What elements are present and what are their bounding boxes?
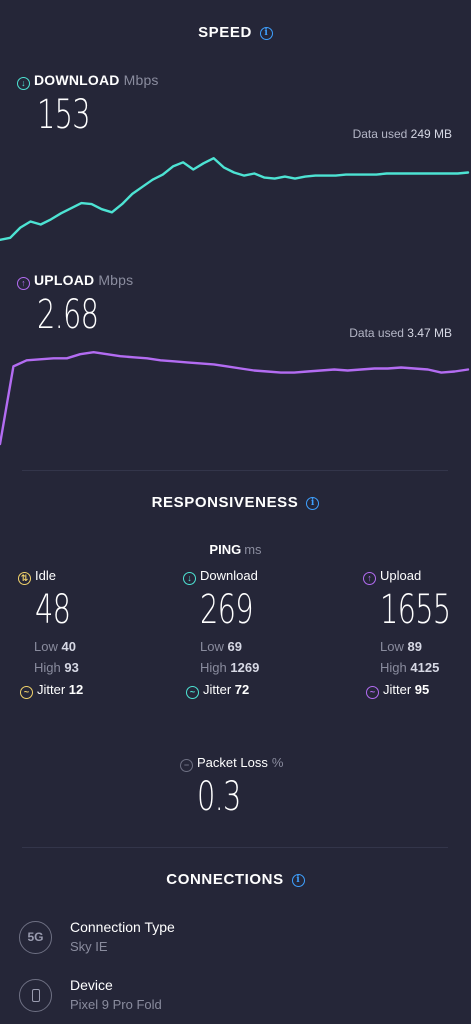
5g-icon: 5G (19, 921, 52, 954)
device-title: Device (70, 977, 113, 993)
upload-header: ↑ UPLOAD Mbps (17, 272, 133, 290)
ping-download-jitter-value: 72 (234, 682, 250, 697)
device-value: Pixel 9 Pro Fold (70, 997, 162, 1012)
phone-icon (19, 979, 52, 1012)
high-label: High (200, 660, 227, 675)
ping-header: PING ms (0, 542, 471, 557)
packet-loss-icon: − (180, 759, 193, 772)
info-icon[interactable]: i (291, 873, 305, 887)
ping-upload-jitter-value: 95 (414, 682, 430, 697)
responsiveness-section-title: RESPONSIVENESS i (0, 494, 471, 511)
ping-idle-low-value: 40 (61, 639, 76, 654)
jitter-icon: ~ (366, 686, 379, 699)
ping-download-header: ↓ Download (183, 568, 323, 585)
speed-section-title: SPEED i (0, 24, 471, 41)
upload-arrow-icon: ↑ (17, 277, 30, 290)
download-graph (0, 157, 470, 242)
ping-idle-label: Idle (35, 568, 56, 583)
ping-idle-header: ⇅ Idle (18, 568, 158, 585)
ping-download-value: 269 (200, 587, 254, 633)
ping-idle-value: 48 (35, 587, 71, 633)
high-label: High (34, 660, 61, 675)
connections-title: CONNECTIONS (166, 871, 284, 888)
low-label: Low (380, 639, 404, 654)
ping-idle-column: ⇅ Idle 48 Low 40 High 93 ~ Jitter 12 (18, 568, 158, 699)
divider (22, 470, 448, 471)
info-icon[interactable]: i (259, 26, 273, 40)
idle-icon: ⇅ (18, 572, 31, 585)
ping-idle-high-value: 93 (64, 660, 79, 675)
ping-upload-column: ↑ Upload 1655 Low 89 High 4125 ~ Jitter 95 (363, 568, 468, 699)
download-data-used-label: Data used (352, 127, 408, 141)
jitter-label: Jitter (203, 682, 232, 697)
connection-type-title: Connection Type (70, 919, 175, 935)
ping-label: PING (209, 542, 242, 557)
upload-unit: Mbps (98, 272, 134, 288)
ping-download-low-value: 69 (227, 639, 242, 654)
ping-idle-jitter-value: 12 (68, 682, 84, 697)
upload-graph-line (0, 350, 470, 446)
download-graph-line (0, 157, 470, 242)
upload-speed-value: 2.68 (37, 292, 99, 338)
ping-idle-jitter: ~ Jitter 12 (20, 682, 158, 699)
low-label: Low (200, 639, 224, 654)
download-label: DOWNLOAD (34, 72, 120, 88)
upload-data-used: Data used 3.47 MB (349, 326, 452, 340)
packet-loss: − Packet Loss% 0.3 (180, 755, 340, 820)
ping-idle-low: Low 40 (34, 639, 158, 654)
download-icon: ↓ (183, 572, 196, 585)
info-icon[interactable]: i (306, 496, 320, 510)
ping-upload-high: High 4125 (380, 660, 468, 675)
upload-label: UPLOAD (34, 272, 95, 288)
jitter-icon: ~ (186, 686, 199, 699)
ping-upload-header: ↑ Upload (363, 568, 468, 585)
download-arrow-icon: ↓ (17, 77, 30, 90)
ping-download-jitter: ~ Jitter 72 (186, 682, 323, 699)
ping-upload-high-value: 4125 (410, 660, 440, 675)
low-label: Low (34, 639, 58, 654)
high-label: High (380, 660, 407, 675)
connections-section-title: CONNECTIONS i (0, 871, 471, 888)
ping-download-low: Low 69 (200, 639, 323, 654)
responsiveness-title: RESPONSIVENESS (151, 494, 299, 511)
download-data-used-value: 249 MB (410, 127, 452, 141)
packet-loss-label: Packet Loss (197, 755, 268, 770)
download-unit: Mbps (123, 72, 159, 88)
ping-upload-value: 1655 (380, 587, 451, 633)
connection-type-value: Sky IE (70, 939, 108, 954)
jitter-label: Jitter (383, 682, 412, 697)
upload-graph (0, 350, 470, 446)
download-data-used: Data used 249 MB (353, 127, 452, 141)
packet-loss-header: − Packet Loss% (180, 755, 340, 772)
download-header: ↓ DOWNLOAD Mbps (17, 72, 159, 90)
download-speed-value: 153 (37, 92, 91, 138)
ping-upload-label: Upload (380, 568, 422, 583)
ping-upload-low: Low 89 (380, 639, 468, 654)
ping-download-label: Download (200, 568, 258, 583)
ping-download-column: ↓ Download 269 Low 69 High 1269 ~ Jitter 7… (183, 568, 323, 699)
upload-icon: ↑ (363, 572, 376, 585)
ping-idle-high: High 93 (34, 660, 158, 675)
packet-loss-value: 0.3 (197, 774, 241, 820)
ping-download-high-value: 1269 (230, 660, 260, 675)
upload-data-used-label: Data used (349, 326, 404, 340)
jitter-label: Jitter (37, 682, 66, 697)
ping-download-high: High 1269 (200, 660, 323, 675)
divider (22, 847, 448, 848)
jitter-icon: ~ (20, 686, 33, 699)
speed-title: SPEED (198, 24, 252, 41)
ping-upload-jitter: ~ Jitter 95 (366, 682, 468, 699)
upload-data-used-value: 3.47 MB (407, 326, 452, 340)
packet-loss-unit: % (271, 755, 284, 770)
ping-unit: ms (244, 542, 262, 557)
ping-upload-low-value: 89 (407, 639, 422, 654)
phone-shape (31, 989, 40, 1003)
